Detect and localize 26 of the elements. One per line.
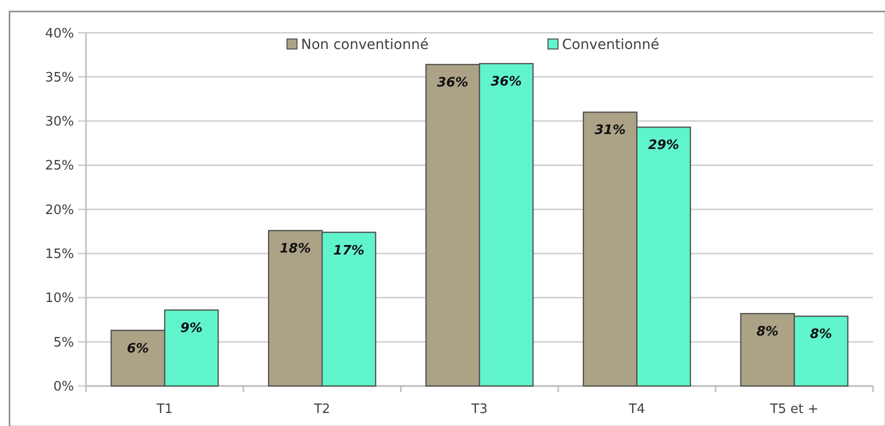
x-tick-label: T4 [628, 402, 646, 417]
data-label: 17% [333, 243, 364, 258]
x-tick-label: T5 et + [769, 402, 819, 417]
x-tick-label: T1 [156, 402, 173, 417]
data-label: 9% [180, 321, 202, 336]
legend-label: Conventionné [562, 36, 660, 53]
x-tick-label: T3 [470, 402, 488, 417]
y-tick-label: 15% [45, 247, 74, 262]
y-tick-label: 5% [53, 335, 74, 350]
y-tick-label: 35% [45, 70, 74, 86]
y-tick-label: 0% [53, 380, 74, 395]
data-label: 6% [126, 341, 149, 356]
y-tick-label: 30% [45, 114, 74, 130]
y-tick-label: 40% [45, 26, 74, 42]
data-label: 29% [648, 138, 680, 154]
y-tick-label: 10% [45, 291, 74, 306]
data-label: 36% [490, 74, 522, 90]
x-tick-label: T2 [312, 402, 330, 417]
data-label: 8% [756, 324, 779, 340]
data-label: 31% [594, 123, 626, 138]
data-label: 36% [437, 75, 468, 90]
data-label: 18% [280, 242, 311, 257]
y-tick-label: 25% [45, 158, 74, 174]
data-label: 8% [810, 327, 832, 342]
legend-label: Non conventionné [301, 36, 429, 53]
y-tick-label: 20% [45, 202, 74, 218]
